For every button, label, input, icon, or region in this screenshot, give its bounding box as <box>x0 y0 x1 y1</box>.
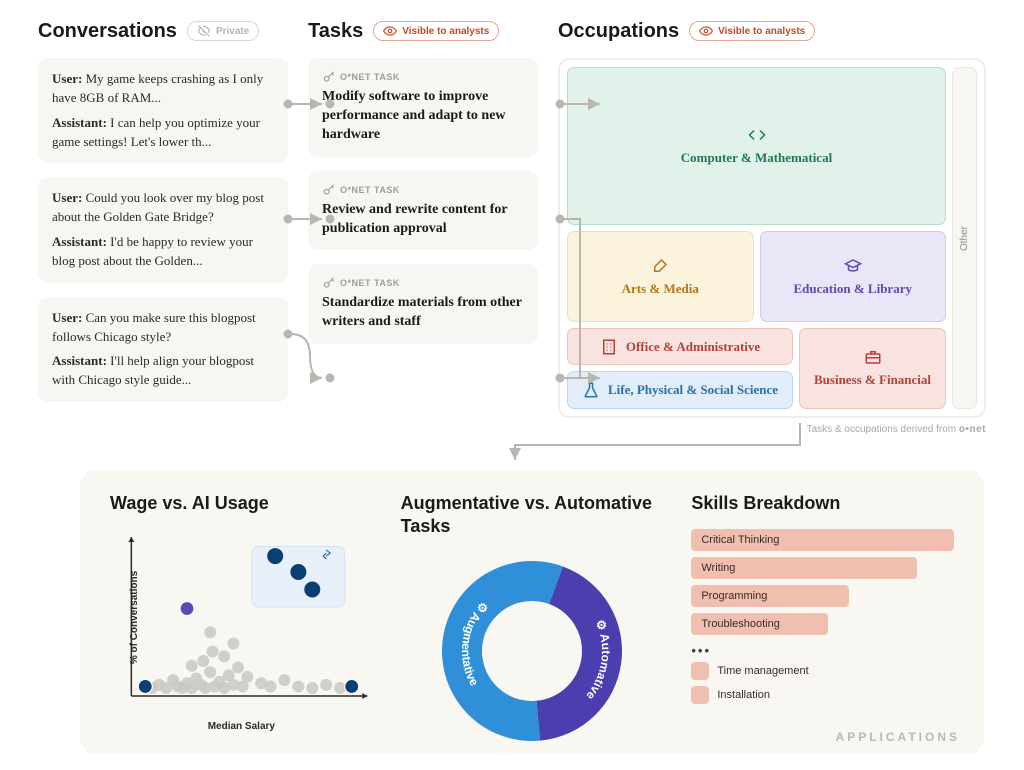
donut-chart: ⚙ Automative⚙ Augmentative <box>432 551 632 751</box>
skill-legend-row: Time management <box>691 662 954 680</box>
visible-badge: Visible to analysts <box>689 21 815 41</box>
scatter-plot <box>110 529 373 714</box>
conversation-card: User: Can you make sure this blogpost fo… <box>38 297 288 402</box>
brush-icon <box>651 257 669 275</box>
task-card: O*NET TASKModify software to improve per… <box>308 58 538 157</box>
conversations-column: Conversations Private User: My game keep… <box>38 18 288 435</box>
conversation-card: User: My game keeps crashing as I only h… <box>38 58 288 163</box>
augmentative-automative-chart: Augmentative vs. Automative Tasks ⚙ Auto… <box>401 492 664 738</box>
key-icon <box>322 276 336 290</box>
applications-panel: Wage vs. AI Usage % of Conversations Med… <box>80 470 984 754</box>
tile-arts-media: Arts & Media <box>567 231 754 321</box>
building-icon <box>600 338 618 356</box>
conversation-card: User: Could you look over my blog post a… <box>38 177 288 282</box>
skill-bar: Troubleshooting <box>691 613 828 635</box>
skill-bar: Programming <box>691 585 849 607</box>
tile-office-administrative: Office & Administrative <box>567 328 793 366</box>
wage-vs-usage-chart: Wage vs. AI Usage % of Conversations Med… <box>110 492 373 738</box>
tile-business-financial: Business & Financial <box>799 328 946 409</box>
task-card: O*NET TASKStandardize materials from oth… <box>308 264 538 344</box>
task-card: O*NET TASKReview and rewrite content for… <box>308 171 538 251</box>
conversations-title: Conversations <box>38 20 177 43</box>
occupations-column: Occupations Visible to analysts Computer… <box>558 18 986 435</box>
key-icon <box>322 70 336 84</box>
graduation-icon <box>844 257 862 275</box>
occupations-title: Occupations <box>558 20 679 43</box>
briefcase-icon <box>864 348 882 366</box>
skill-bar: Critical Thinking <box>691 529 954 551</box>
applications-label: APPLICATIONS <box>836 730 960 744</box>
private-badge: Private <box>187 21 259 41</box>
flask-icon <box>582 381 600 399</box>
eye-off-icon <box>197 24 211 38</box>
occupation-treemap: Computer & Mathematical Arts & Media Edu… <box>558 58 986 418</box>
key-icon <box>322 183 336 197</box>
source-note: Tasks & occupations derived from o•net <box>558 424 986 435</box>
tasks-column: Tasks Visible to analysts O*NET TASKModi… <box>308 18 538 435</box>
skill-legend-row: Installation <box>691 686 954 704</box>
skill-bar: Writing <box>691 557 917 579</box>
tile-education-library: Education & Library <box>760 231 947 321</box>
visible-badge: Visible to analysts <box>373 21 499 41</box>
tasks-title: Tasks <box>308 20 363 43</box>
tile-computer-mathematical: Computer & Mathematical <box>567 67 946 225</box>
code-icon <box>748 126 766 144</box>
skills-breakdown: Skills Breakdown Critical ThinkingWritin… <box>691 492 954 738</box>
tile-other: Other <box>952 67 977 409</box>
eye-icon <box>383 24 397 38</box>
eye-icon <box>699 24 713 38</box>
tile-life-science: Life, Physical & Social Science <box>567 371 793 409</box>
